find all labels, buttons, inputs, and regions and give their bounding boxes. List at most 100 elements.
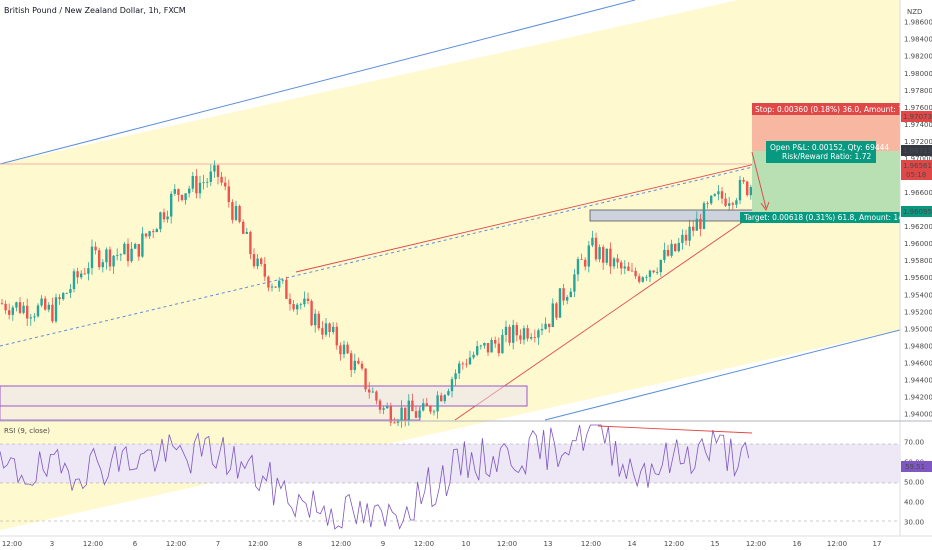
candle-body (548, 323, 551, 328)
candle-body (652, 270, 655, 273)
candle-body (616, 258, 619, 263)
candle-body (220, 176, 223, 183)
candle-body (0, 303, 4, 305)
channel-mid-line (0, 131, 901, 347)
candle-body (738, 179, 742, 201)
time-tick-label: 15 (711, 540, 720, 548)
candle-body (465, 363, 468, 365)
candle-body (8, 310, 11, 315)
candle-body (213, 165, 216, 172)
candle-body (447, 391, 450, 396)
candle-body (198, 182, 202, 194)
candle-body (162, 212, 166, 220)
candle-body (573, 274, 576, 292)
price-tick-label: 1.97600 (904, 104, 932, 112)
candle-body (425, 403, 428, 407)
time-tick-label: 12:00 (331, 540, 351, 548)
candle-body (746, 181, 749, 196)
resistance-zone[interactable] (589, 209, 761, 222)
chart-title: British Pound / New Zealand Dollar, 1h, … (4, 6, 186, 15)
candle-body (681, 234, 684, 243)
time-tick-label: 7 (216, 540, 220, 548)
candle-body (231, 202, 234, 220)
candle-body (436, 395, 439, 412)
candle-body (386, 406, 389, 409)
candle-body (123, 243, 126, 255)
candle-body (36, 305, 40, 317)
candle-body (310, 300, 313, 326)
candle-body (166, 216, 169, 220)
candle-body (191, 176, 194, 189)
candle-body (15, 302, 18, 308)
candle-body (710, 195, 713, 204)
candle-body (476, 346, 479, 355)
candle-body (314, 313, 317, 326)
candle-body (551, 303, 554, 328)
time-tick-label: 12:00 (746, 540, 766, 548)
candle-body (80, 273, 83, 278)
candle-body (306, 298, 310, 301)
candle-body (717, 191, 720, 195)
candle-body (555, 303, 558, 318)
time-tick-label: 6 (133, 540, 138, 548)
candle-body (508, 326, 511, 343)
time-tick-label: 3 (50, 540, 54, 548)
time-tick-label: 12:00 (581, 540, 601, 548)
candle-body (587, 245, 590, 267)
candle-body (677, 242, 680, 252)
price-tick-label: 1.94800 (904, 342, 932, 350)
candle-body (159, 212, 162, 230)
candle-body (285, 279, 288, 299)
channel-upper-line (0, 0, 636, 165)
candle-body (602, 247, 605, 263)
candle-body (414, 411, 418, 418)
candle-body (504, 326, 508, 335)
candle-body (263, 263, 266, 277)
candle-body (458, 363, 461, 374)
candle-body (126, 243, 130, 262)
candle-body (400, 407, 403, 422)
candle-body (249, 232, 252, 255)
candle-body (4, 303, 7, 311)
candle-body (432, 411, 436, 413)
price-tick-label: 1.95000 (904, 325, 932, 333)
candle-body (184, 193, 187, 201)
support-zone-lower[interactable] (0, 405, 421, 421)
svg-text:1.96561: 1.96561 (903, 162, 932, 170)
target-label-box[interactable]: Target: 0.00618 (0.31%) 61.8, Amount: 14… (740, 212, 925, 223)
candle-body (638, 276, 641, 282)
candle-body (245, 232, 248, 234)
candle-body (260, 258, 263, 264)
candle-body (292, 304, 295, 310)
candle-body (674, 243, 677, 252)
stop-label-box[interactable]: Stop: 0.00360 (0.18%) 36.0, Amount: 750 (752, 103, 913, 115)
candle-body (429, 406, 432, 412)
position-arrow (751, 151, 767, 209)
candle-body (375, 391, 378, 401)
candle-body (101, 262, 104, 268)
time-tick-label: 12:00 (83, 540, 103, 548)
candle-body (155, 229, 158, 233)
candle-body (530, 337, 533, 339)
price-tick-label: 1.94000 (904, 411, 932, 419)
price-tick-label: 1.96200 (904, 223, 932, 231)
candle-body (72, 271, 76, 290)
rr-label: Risk/Reward Ratio: 1.72 (782, 152, 871, 161)
support-zone[interactable] (0, 385, 528, 407)
pnl-label-box[interactable]: Open P&L: 0.00152, Qty: 69444 Risk/Rewar… (766, 141, 889, 163)
candle-body (591, 237, 594, 246)
candle-body (119, 254, 122, 256)
price-tick-label: 1.95400 (904, 291, 932, 299)
candle-body (609, 248, 612, 267)
candle-body (728, 203, 731, 206)
candle-body (576, 259, 580, 275)
candle-body (558, 288, 562, 318)
currency-label: NZD (907, 8, 922, 16)
candle-body (335, 326, 338, 346)
candle-body (346, 344, 349, 354)
candle-body (497, 343, 500, 354)
candle-body (195, 176, 198, 194)
time-tick-label: 12:00 (248, 540, 268, 548)
price-tick-label: 1.98000 (904, 70, 932, 78)
